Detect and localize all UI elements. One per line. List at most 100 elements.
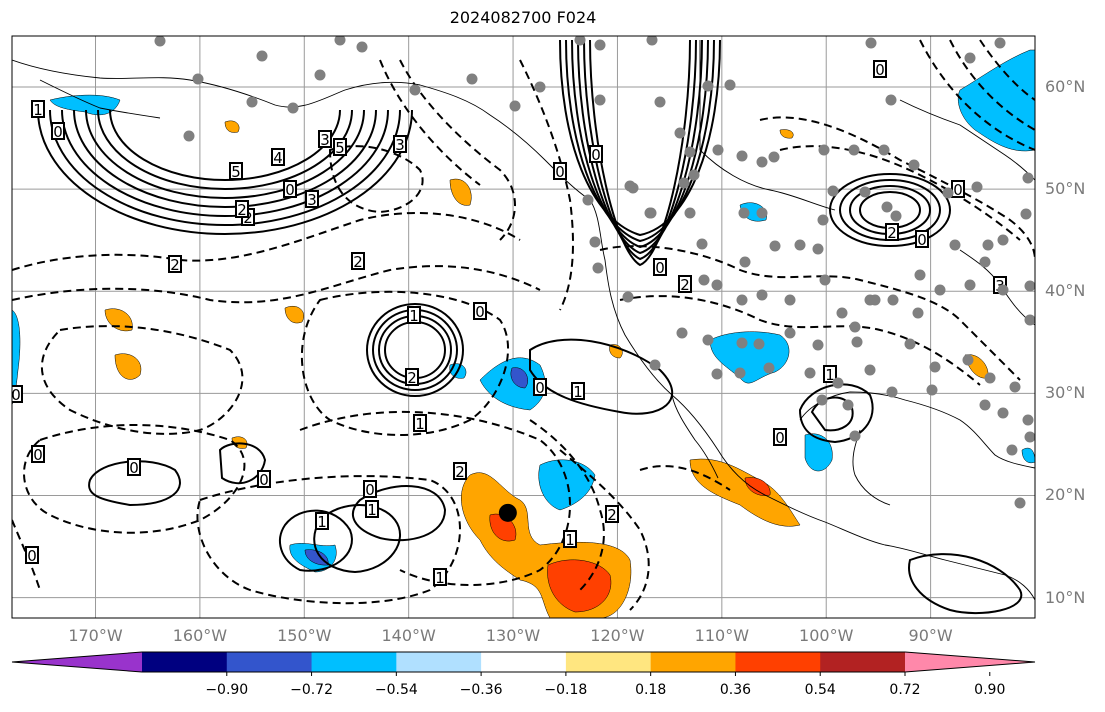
station-dot	[827, 185, 839, 197]
shaded-region	[547, 559, 612, 613]
colorbar-tick-label: −0.72	[290, 682, 333, 698]
shaded-region	[49, 94, 121, 116]
colorbar-outline	[11, 651, 1036, 673]
contour-line	[384, 321, 447, 379]
station-dot	[997, 284, 1009, 296]
station-dot	[887, 294, 899, 306]
storm-center-marker	[498, 503, 517, 522]
colorbar-segment	[142, 652, 228, 672]
station-dot	[574, 36, 586, 46]
contour-label: 1	[825, 366, 835, 384]
colorbar-segment	[735, 652, 821, 672]
contour-line	[379, 59, 481, 186]
contour-label-bg	[31, 100, 45, 118]
shaded-region	[224, 120, 240, 133]
station-dot	[594, 94, 606, 106]
station-dot	[812, 243, 824, 255]
station-dot	[676, 327, 688, 339]
station-dot	[1022, 414, 1034, 426]
contour-line	[49, 109, 401, 226]
contour-label-bg	[333, 138, 347, 156]
contour-line	[559, 39, 721, 237]
contour-line	[41, 325, 244, 435]
contour-label-bg	[351, 252, 365, 270]
contour-label-bg	[605, 505, 619, 523]
station-dot	[1022, 172, 1034, 184]
coastline	[852, 429, 891, 506]
station-dot	[645, 207, 657, 219]
colorbar-tick-label: 0.54	[804, 682, 836, 698]
station-dot	[979, 256, 991, 268]
station-dot	[836, 307, 848, 319]
contour-line	[619, 295, 981, 386]
station-dot	[886, 386, 898, 398]
contour-line	[529, 419, 605, 591]
station-dot	[784, 327, 796, 339]
contour-label: 2	[680, 276, 690, 294]
contour-label: 2	[237, 201, 247, 219]
contour-label-bg	[257, 470, 271, 488]
station-dot	[912, 307, 924, 319]
contour-line	[313, 504, 401, 574]
contour-line	[88, 460, 181, 507]
coastline	[799, 391, 1035, 469]
coastline	[899, 99, 1035, 181]
contour-label-bg	[553, 162, 567, 180]
longitude-label: 120°W	[590, 626, 645, 645]
contour-label: 5	[335, 139, 345, 157]
station-dot	[794, 239, 806, 251]
station-dot	[674, 127, 686, 139]
contour-line	[599, 245, 1021, 381]
contour-line	[351, 485, 447, 542]
contour-label: 2	[607, 506, 617, 524]
contour-label-bg	[365, 500, 379, 518]
contour-label: 1	[565, 531, 575, 549]
contour-label-bg	[168, 255, 182, 273]
contour-line	[328, 145, 424, 214]
contour-label-bg	[318, 130, 332, 148]
longitude-label: 160°W	[172, 626, 228, 645]
station-dot	[592, 262, 604, 274]
colorbar	[11, 651, 1036, 676]
station-dot	[784, 294, 796, 306]
colorbar-segment	[565, 652, 652, 672]
contour-label-bg	[571, 382, 585, 400]
station-dot	[509, 100, 521, 112]
contour-label: 0	[129, 459, 139, 477]
station-dot	[804, 367, 816, 379]
contour-line	[399, 59, 516, 241]
longitude-label: 140°W	[381, 626, 436, 645]
station-dot	[942, 187, 954, 199]
station-dot	[736, 294, 748, 306]
station-dot	[314, 69, 326, 81]
station-dot	[622, 291, 634, 303]
station-dot	[859, 186, 871, 198]
station-dot	[819, 274, 831, 286]
station-dot	[979, 399, 991, 411]
contour-line	[839, 179, 942, 241]
station-dot	[466, 73, 478, 85]
contour-label: 1	[409, 307, 419, 325]
latitude-label: 20°N	[1045, 485, 1086, 505]
station-dot	[1014, 497, 1026, 509]
station-dot	[649, 359, 661, 371]
station-dot	[1020, 208, 1032, 220]
station-dot	[696, 238, 708, 250]
station-dot	[914, 269, 926, 281]
colorbar-segment	[226, 652, 313, 672]
station-dot	[183, 130, 195, 142]
coastline	[12, 59, 1035, 601]
contour-line	[908, 553, 1023, 615]
colorbar-segment	[311, 652, 397, 672]
latitude-label: 60°N	[1045, 77, 1086, 97]
station-dot	[849, 321, 861, 333]
station-dot	[711, 368, 723, 380]
colorbar-tick-label: 0.90	[974, 682, 1006, 698]
contour-label: 0	[917, 231, 927, 249]
station-dot	[736, 337, 748, 349]
contour-label: 0	[11, 386, 21, 404]
contour-label: 0	[535, 379, 545, 397]
station-dot	[885, 94, 897, 106]
station-dot	[878, 144, 890, 156]
station-dot	[356, 41, 368, 53]
